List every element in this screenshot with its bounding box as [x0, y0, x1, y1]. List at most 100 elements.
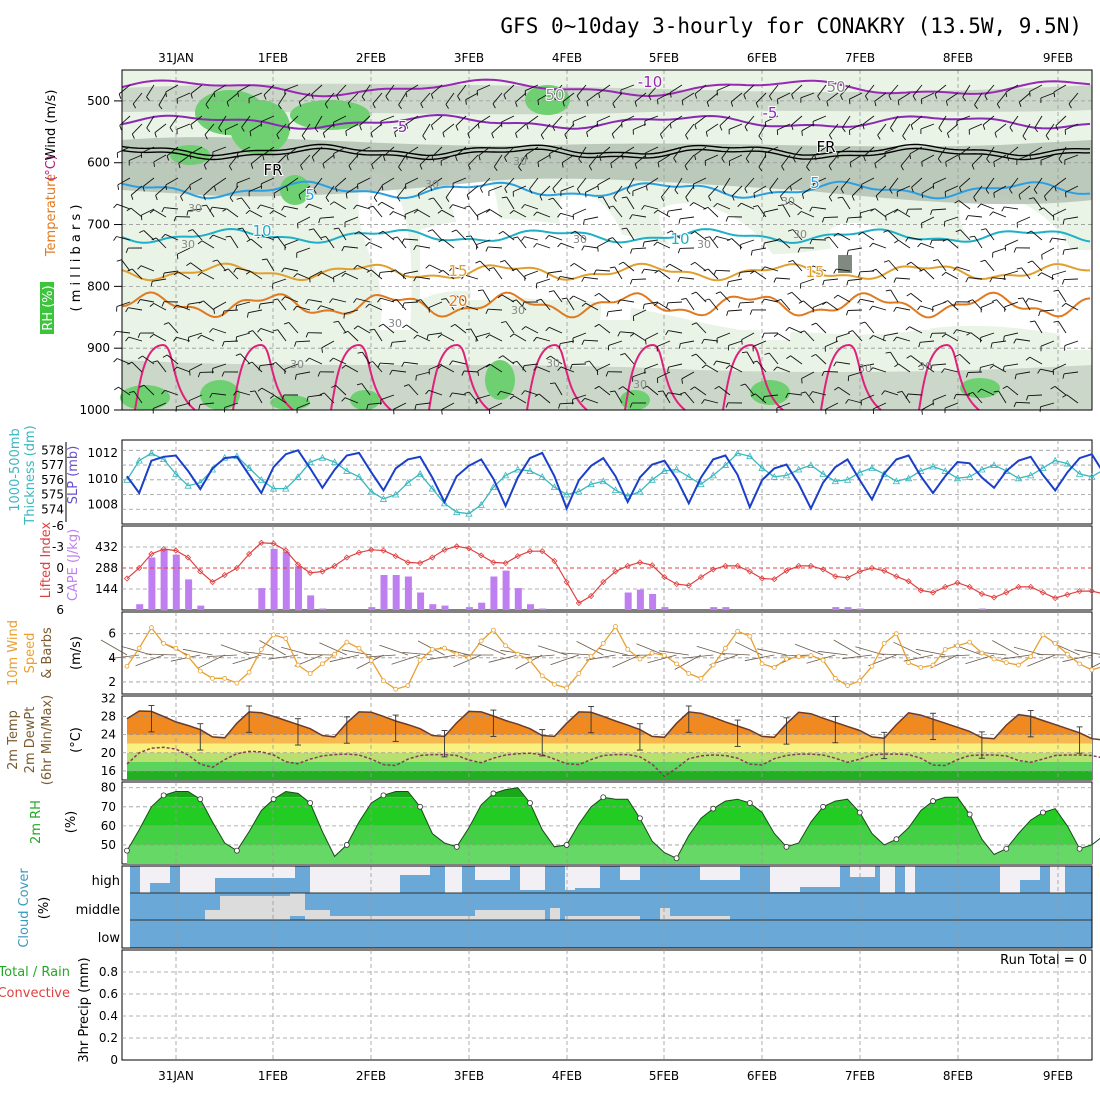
- rh2m-point: [491, 791, 496, 796]
- wind-speed-point: [687, 672, 691, 676]
- cloud-high-bar: [1020, 866, 1040, 880]
- cloud-high-bar: [445, 866, 462, 893]
- wind-tick-label: 6: [108, 627, 116, 641]
- wind-speed-point: [723, 646, 727, 650]
- cloud-middle-bar: [220, 896, 290, 920]
- wind-speed-point: [345, 640, 349, 644]
- rh2m-point: [454, 844, 459, 849]
- cape-label: CAPE (J/kg): [66, 529, 81, 601]
- wind-10m-label: 10m Wind: [6, 620, 21, 686]
- cape-bar: [442, 606, 449, 610]
- wind-speed-point: [772, 665, 776, 669]
- rh2m-point: [344, 842, 349, 847]
- wind-speed-point: [1017, 663, 1021, 667]
- contour-label: 30: [573, 233, 587, 246]
- contour-label: 15: [448, 262, 467, 280]
- wind-speed-point: [943, 647, 947, 651]
- rh2m-point: [747, 800, 752, 805]
- wind-barb-flag: [622, 122, 623, 127]
- rh2m-tick-label: 80: [101, 781, 116, 795]
- cloud-middle-bar: [670, 916, 730, 920]
- wind-barb-flag: [550, 154, 551, 159]
- cape-bar: [197, 606, 204, 610]
- wind-unit-label: (m/s): [69, 636, 84, 670]
- cloud-unit-label: (%): [37, 897, 52, 920]
- top-date-label: 31JAN: [158, 51, 194, 65]
- cloud-high-bar: [520, 866, 545, 890]
- wind-barb-flag: [476, 337, 477, 342]
- rh2m-point: [674, 856, 679, 861]
- wind-speed-point: [320, 662, 324, 666]
- wind-speed-point: [1078, 662, 1082, 666]
- rh2m-label: 2m RH: [29, 800, 44, 844]
- temp-tick-label: 24: [101, 728, 116, 742]
- top-date-label: 6FEB: [747, 51, 777, 65]
- wind-speed-point: [394, 687, 398, 691]
- wind-speed-point: [589, 655, 593, 659]
- wind-barb-flag: [238, 153, 239, 158]
- precip-tick-label: 0.2: [99, 1031, 118, 1045]
- wind-barb-flag: [742, 340, 743, 345]
- cape-bar: [393, 575, 400, 610]
- wind-barb-flag: [849, 99, 850, 104]
- cloud-middle-bar: [475, 910, 545, 920]
- wind-speed-point: [430, 647, 434, 651]
- upper-ylabel: Wind (m/s) Temperature (°C) RH (%) ( m i…: [40, 90, 84, 334]
- cloud-high-bar: [700, 866, 740, 880]
- cape-bar: [185, 579, 192, 610]
- wind-barb: [1064, 279, 1078, 280]
- wind-speed-point: [760, 662, 764, 666]
- wind-speed-point: [406, 684, 410, 688]
- rh2m-tick-label: 70: [101, 800, 116, 814]
- rh2m-point: [528, 800, 533, 805]
- cloud-middle-bar: [305, 910, 330, 920]
- wind-speed-point: [186, 655, 190, 659]
- contour-label: FR: [263, 161, 282, 179]
- temp-tick-label: 28: [101, 709, 116, 723]
- wind-speed-point: [284, 637, 288, 641]
- rh2m-point: [234, 848, 239, 853]
- cape-bar: [173, 555, 180, 610]
- pressure-tick-label: 800: [87, 279, 110, 293]
- rh2m-point: [637, 816, 642, 821]
- wind-speed-point: [858, 679, 862, 683]
- cape-bar: [478, 603, 485, 610]
- wind-barb-flag: [114, 359, 118, 363]
- cloud-high-bar: [770, 866, 800, 892]
- wind-speed-point: [552, 682, 556, 686]
- bottom-date-label: 31JAN: [158, 1069, 194, 1083]
- wind-speed-point: [675, 662, 679, 666]
- wind-barb: [812, 240, 826, 241]
- bottom-date-label: 5FEB: [649, 1069, 679, 1083]
- cape-bar: [661, 607, 668, 610]
- wind-speed-point: [210, 676, 214, 680]
- wind-speed-point: [308, 672, 312, 676]
- cloud-high-bar: [620, 866, 640, 880]
- contour-label: 30: [697, 238, 711, 251]
- wind-panel: 642 10m Wind Speed & Barbs (m/s): [6, 612, 1100, 694]
- wind-barb-flag: [476, 399, 477, 404]
- cloud-high-bar: [850, 866, 875, 877]
- top-date-label: 3FEB: [454, 51, 484, 65]
- lifted-index-tick-label: 3: [56, 582, 64, 596]
- wind-barb-flag: [117, 260, 122, 261]
- wind-barb-flag: [922, 410, 923, 415]
- cape-bar: [857, 609, 864, 611]
- cape-bar: [490, 577, 497, 611]
- wind-barb-flag: [646, 339, 647, 344]
- rh2m-band: [122, 826, 1092, 845]
- wind-barb-flag: [1030, 92, 1031, 97]
- wind-speed-point: [797, 655, 801, 659]
- temp-tick-label: 32: [101, 691, 116, 705]
- bottom-date-label: 8FEB: [943, 1069, 973, 1083]
- wind-speed-point: [247, 670, 251, 674]
- bottom-date-label: 7FEB: [845, 1069, 875, 1083]
- wind-barb-flag: [586, 192, 587, 197]
- wind-speed-point: [601, 641, 605, 645]
- cape-bar: [503, 571, 510, 610]
- cape-bar: [722, 607, 729, 610]
- lifted-index-label: Lifted Index: [39, 521, 54, 598]
- wind-speed-point: [919, 665, 923, 669]
- thickness-tick-label: 578: [41, 443, 64, 457]
